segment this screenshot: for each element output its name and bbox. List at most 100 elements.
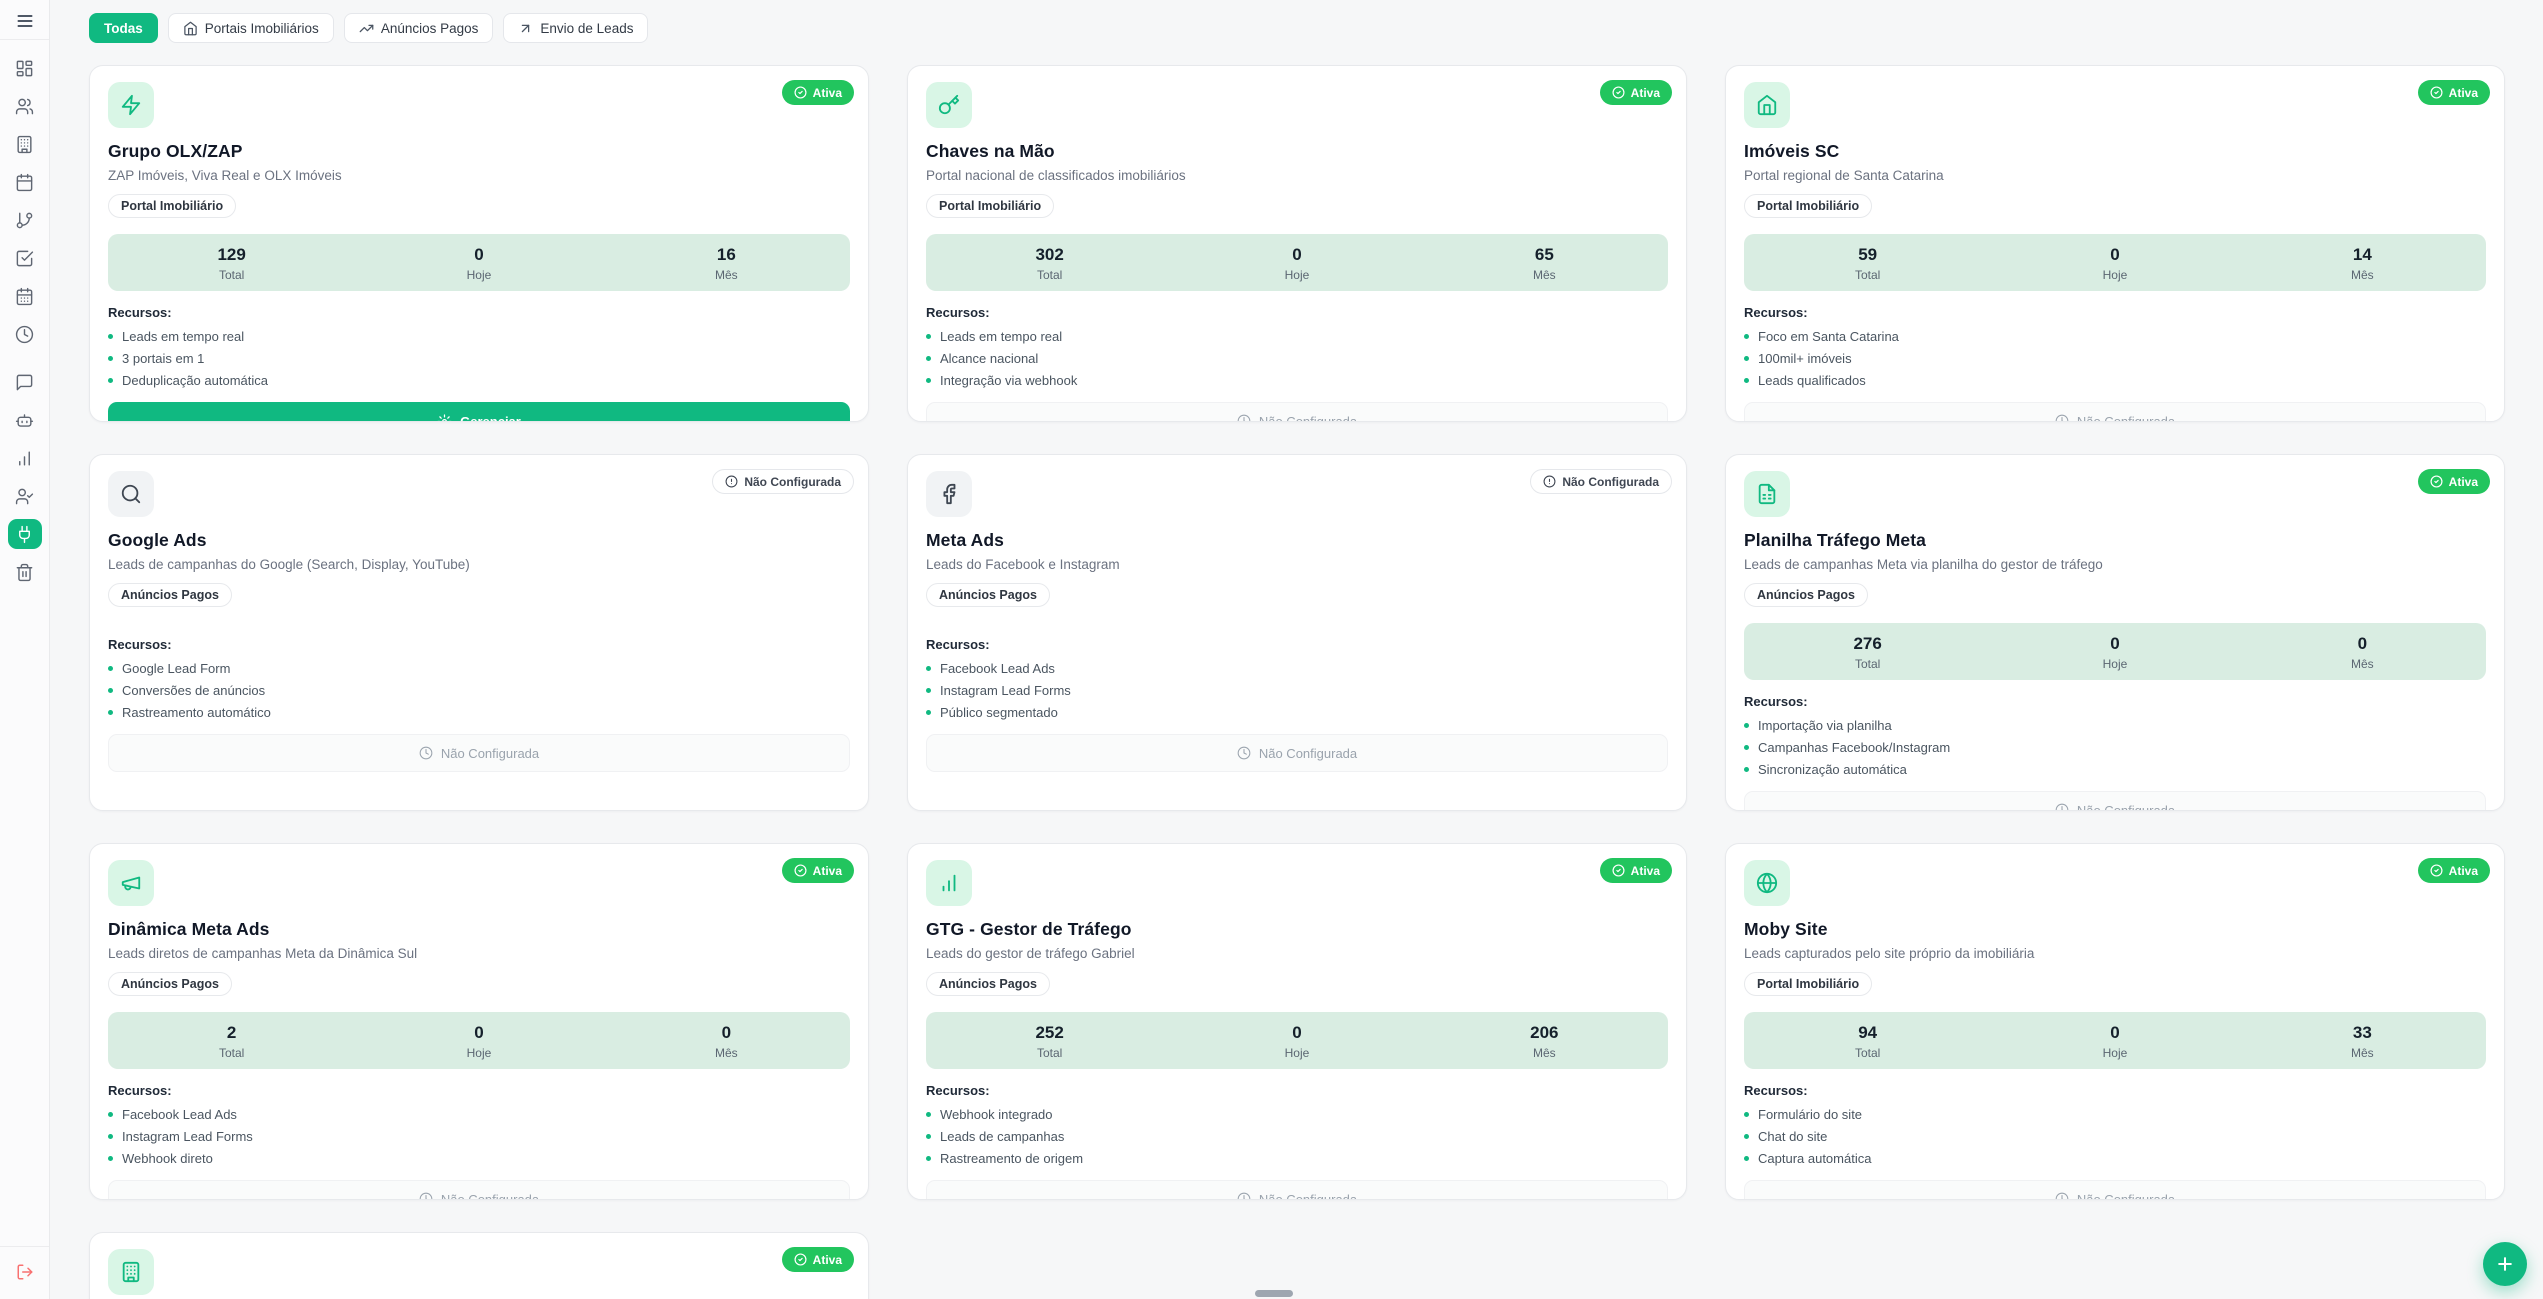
clock-icon: [419, 746, 433, 760]
not-configured-button[interactable]: Não Configurada: [1744, 791, 2486, 811]
stat-month: 65Mês: [1421, 245, 1668, 282]
not-configured-button[interactable]: Não Configurada: [1744, 402, 2486, 422]
card-icon-tile: [926, 82, 972, 128]
sidebar-item-calendar-days[interactable]: [8, 281, 42, 311]
resource-item: Alcance nacional: [926, 351, 1668, 366]
building-icon: [120, 1261, 142, 1283]
resources-label: Recursos:: [926, 637, 1668, 652]
message-icon: [15, 373, 34, 392]
sidebar-item-clock[interactable]: [8, 319, 42, 349]
stat-total: 252Total: [926, 1023, 1173, 1060]
sidebar-item-users[interactable]: [8, 91, 42, 121]
menu-icon: [15, 11, 35, 31]
card-icon-tile: [108, 860, 154, 906]
card-stats: 302Total0Hoje65Mês: [926, 234, 1668, 291]
tab-portais-imobiliarios[interactable]: Portais Imobiliários: [168, 13, 334, 43]
horizontal-scrollbar-thumb[interactable]: [1255, 1290, 1293, 1297]
status-badge: Ativa: [1600, 858, 1672, 883]
bar-chart-icon: [938, 872, 960, 894]
sidebar-item-trash[interactable]: [8, 557, 42, 587]
building-icon: [15, 135, 34, 154]
not-configured-button[interactable]: Não Configurada: [108, 734, 850, 772]
status-badge: Ativa: [782, 80, 854, 105]
integration-card-imogestao: Ativa ImoGestão: [89, 1232, 869, 1299]
sidebar-item-git-branch[interactable]: [8, 205, 42, 235]
alert-circle-icon: [725, 475, 738, 488]
status-badge: Não Configurada: [1530, 469, 1672, 494]
resource-item: Webhook integrado: [926, 1107, 1668, 1122]
logout-icon[interactable]: [16, 1263, 34, 1281]
category-chip: Portal Imobiliário: [926, 194, 1054, 218]
tab-label: Anúncios Pagos: [381, 21, 479, 36]
card-title: Meta Ads: [926, 530, 1668, 551]
menu-icon[interactable]: [8, 8, 42, 34]
clock-icon: [2055, 1192, 2069, 1200]
not-configured-button[interactable]: Não Configurada: [108, 1180, 850, 1200]
status-badge: Ativa: [782, 1247, 854, 1272]
user-check-icon: [15, 487, 34, 506]
stat-month: 0Mês: [2239, 634, 2486, 671]
check-circle-icon: [1612, 86, 1625, 99]
add-integration-button[interactable]: [2483, 1242, 2527, 1286]
sidebar-item-layout-dashboard[interactable]: [8, 53, 42, 83]
resource-item: Importação via planilha: [1744, 718, 2486, 733]
resource-item: Chat do site: [1744, 1129, 2486, 1144]
layout-dashboard-icon: [15, 59, 34, 78]
manage-button[interactable]: Gerenciar: [108, 402, 850, 422]
stat-total: 2Total: [108, 1023, 355, 1060]
resources-label: Recursos:: [108, 305, 850, 320]
card-stats: 94Total0Hoje33Mês: [1744, 1012, 2486, 1069]
status-badge: Não Configurada: [712, 469, 854, 494]
sidebar-item-check-square[interactable]: [8, 243, 42, 273]
sidebar-item-bar-chart[interactable]: [8, 443, 42, 473]
resource-item: Deduplicação automática: [108, 373, 850, 388]
sidebar-item-message[interactable]: [8, 367, 42, 397]
category-chip: Portal Imobiliário: [1744, 194, 1872, 218]
integration-card-moby-site: Ativa Moby Site Leads capturados pelo si…: [1725, 843, 2505, 1200]
card-title: Moby Site: [1744, 919, 2486, 940]
sidebar-item-building[interactable]: [8, 129, 42, 159]
clock-icon: [419, 1192, 433, 1200]
resources-label: Recursos:: [108, 1083, 850, 1098]
bar-chart-icon: [15, 449, 34, 468]
not-configured-button[interactable]: Não Configurada: [926, 402, 1668, 422]
clock-icon: [2055, 414, 2069, 422]
card-icon-tile: [1744, 860, 1790, 906]
integration-card-meta-ads: Não Configurada Meta Ads Leads do Facebo…: [907, 454, 1687, 811]
resource-item: Webhook direto: [108, 1151, 850, 1166]
stat-month: 33Mês: [2239, 1023, 2486, 1060]
calendar-days-icon: [15, 287, 34, 306]
stat-total: 129Total: [108, 245, 355, 282]
stat-today: 0Hoje: [355, 245, 602, 282]
resource-item: Facebook Lead Ads: [108, 1107, 850, 1122]
stat-today: 0Hoje: [1991, 245, 2238, 282]
integration-card-imoveis-sc: Ativa Imóveis SC Portal regional de Sant…: [1725, 65, 2505, 422]
not-configured-button[interactable]: Não Configurada: [1744, 1180, 2486, 1200]
megaphone-icon: [120, 872, 142, 894]
tab-envio-de-leads[interactable]: Envio de Leads: [503, 13, 648, 43]
users-icon: [15, 97, 34, 116]
calendar-icon: [15, 173, 34, 192]
card-icon-tile: [926, 860, 972, 906]
clock-icon: [1237, 414, 1251, 422]
tab-anuncios-pagos[interactable]: Anúncios Pagos: [344, 13, 494, 43]
sidebar: [0, 0, 50, 1299]
not-configured-button[interactable]: Não Configurada: [926, 734, 1668, 772]
resource-item: Foco em Santa Catarina: [1744, 329, 2486, 344]
resources-label: Recursos:: [926, 305, 1668, 320]
integration-card-gtg-gestor-de-trafego: Ativa GTG - Gestor de Tráfego Leads do g…: [907, 843, 1687, 1200]
card-stats: 276Total0Hoje0Mês: [1744, 623, 2486, 680]
sidebar-item-bot[interactable]: [8, 405, 42, 435]
card-resources: Recursos: Foco em Santa Catarina100mil+ …: [1744, 305, 2486, 388]
stat-total: 302Total: [926, 245, 1173, 282]
sidebar-item-user-check[interactable]: [8, 481, 42, 511]
sidebar-item-calendar[interactable]: [8, 167, 42, 197]
stat-today: 0Hoje: [1991, 1023, 2238, 1060]
not-configured-button[interactable]: Não Configurada: [926, 1180, 1668, 1200]
card-title: Imóveis SC: [1744, 141, 2486, 162]
stat-total: 94Total: [1744, 1023, 1991, 1060]
card-resources: Recursos: Leads em tempo real3 portais e…: [108, 305, 850, 388]
tab-todas[interactable]: Todas: [89, 13, 158, 43]
resource-item: Formulário do site: [1744, 1107, 2486, 1122]
sidebar-item-plug[interactable]: [8, 519, 42, 549]
